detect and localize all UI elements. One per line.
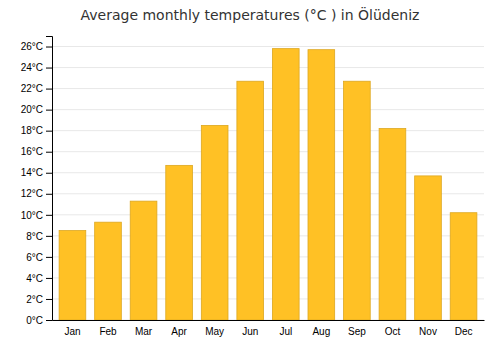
bar (95, 222, 122, 320)
grid-line (52, 109, 484, 110)
x-tick: Jun (242, 326, 258, 337)
y-tick-label: 16°C (21, 146, 43, 157)
grid (52, 47, 484, 320)
y-tick-label: 20°C (21, 104, 43, 115)
grid-line (52, 46, 484, 47)
y-tick-mark (46, 131, 52, 132)
x-tick: Nov (419, 326, 437, 337)
y-tick: 26°C (21, 41, 52, 52)
y-tick-label: 0°C (26, 315, 43, 326)
x-tick: Jan (64, 326, 80, 337)
x-tick-label: Jul (279, 326, 292, 337)
bar (308, 50, 335, 320)
bars (59, 49, 477, 320)
grid-line (52, 67, 484, 68)
bar (237, 81, 264, 320)
y-tick-mark (46, 173, 52, 174)
y-tick-mark (46, 278, 52, 279)
bar (201, 125, 228, 320)
bar (450, 213, 477, 320)
bar (344, 81, 371, 320)
grid-line (52, 172, 484, 173)
x-tick-label: Aug (312, 326, 330, 337)
x-tick: Oct (385, 326, 401, 337)
y-tick-mark (46, 299, 52, 300)
x-tick: Apr (171, 326, 187, 337)
x-tick: May (205, 326, 224, 337)
x-axis-line (53, 320, 485, 321)
x-tick-label: Oct (385, 326, 401, 337)
y-tick-mark (46, 152, 52, 153)
y-tick: 0°C (26, 315, 52, 326)
y-tick-mark (46, 257, 52, 258)
y-tick-mark (46, 47, 52, 48)
y-tick: 16°C (21, 146, 52, 157)
plot: 0°C 2°C 4°C 6°C 8°C 10°C 12°C 14°C 16°C 18°C 20°C 2… (21, 37, 485, 338)
x-axis: Jan Feb Mar Apr May Jun Jul Aug Sep Oct Nov Dec (53, 321, 485, 338)
y-tick: 18°C (21, 125, 52, 136)
bar (166, 165, 193, 320)
y-tick-label: 6°C (26, 252, 43, 263)
y-tick-label: 18°C (21, 125, 43, 136)
y-tick: 14°C (21, 167, 52, 178)
bar (379, 129, 406, 320)
bar (130, 201, 157, 320)
x-tick: Feb (99, 326, 117, 337)
x-tick-label: Feb (99, 326, 117, 337)
x-tick: Dec (455, 326, 473, 337)
x-tick: Jul (279, 326, 292, 337)
grid-line (52, 130, 484, 131)
y-tick-label: 8°C (26, 231, 43, 242)
y-tick: 4°C (26, 273, 52, 284)
x-tick: Mar (135, 326, 153, 337)
y-tick-mark (46, 215, 52, 216)
y-tick-label: 14°C (21, 167, 43, 178)
x-tick-label: Dec (455, 326, 473, 337)
y-tick-label: 26°C (21, 41, 43, 52)
x-tick: Sep (348, 326, 366, 337)
x-tick-label: Sep (348, 326, 366, 337)
x-tick-label: Jun (242, 326, 258, 337)
y-tick-label: 22°C (21, 83, 43, 94)
y-tick: 24°C (21, 62, 52, 73)
title: Average monthly temperatures (°C ) in Öl… (81, 6, 420, 23)
y-tick-mark (46, 89, 52, 90)
y-tick: 6°C (26, 252, 52, 263)
y-tick: 20°C (21, 104, 52, 115)
bar (272, 49, 299, 320)
grid-line (52, 88, 484, 89)
bar (415, 176, 442, 320)
y-axis: 0°C 2°C 4°C 6°C 8°C 10°C 12°C 14°C 16°C 18°C 20°C 2… (21, 37, 53, 326)
y-tick: 12°C (21, 188, 52, 199)
y-tick-label: 10°C (21, 210, 43, 221)
grid-line (52, 151, 484, 152)
y-tick-mark (46, 320, 52, 321)
x-tick-label: Nov (419, 326, 437, 337)
y-axis-line (46, 37, 53, 321)
y-tick-mark (46, 194, 52, 195)
x-tick-label: Mar (135, 326, 153, 337)
y-tick-label: 4°C (26, 273, 43, 284)
chart: Average monthly temperatures (°C ) in Öl… (0, 0, 500, 350)
y-tick-label: 2°C (26, 294, 43, 305)
y-tick: 2°C (26, 294, 52, 305)
y-tick: 22°C (21, 83, 52, 94)
y-tick-label: 24°C (21, 62, 43, 73)
x-tick: Aug (312, 326, 330, 337)
y-tick-mark (46, 68, 52, 69)
x-tick-label: Apr (171, 326, 187, 337)
y-tick: 8°C (26, 231, 52, 242)
y-tick-mark (46, 110, 52, 111)
y-tick-mark (46, 236, 52, 237)
x-tick-label: Jan (64, 326, 80, 337)
x-tick-label: May (205, 326, 224, 337)
y-tick: 10°C (21, 210, 52, 221)
y-tick-label: 12°C (21, 188, 43, 199)
bar (59, 231, 86, 320)
